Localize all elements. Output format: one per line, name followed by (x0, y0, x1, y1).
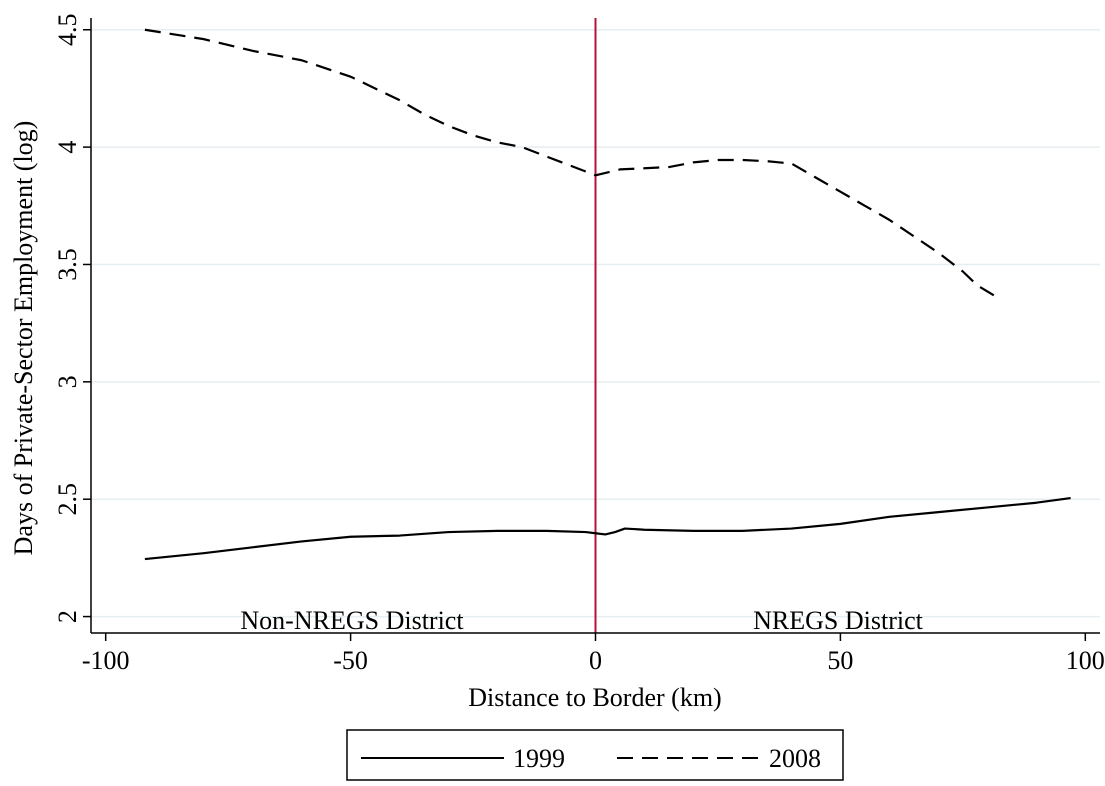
region-labels: Non-NREGS District NREGS District (240, 606, 923, 635)
y-tick-label: 4 (53, 141, 82, 154)
x-axis-label: Distance to Border (km) (468, 683, 721, 712)
y-tick-label: 3.5 (53, 248, 82, 281)
y-tick-label: 4.5 (53, 13, 82, 46)
x-tick-label: -50 (333, 646, 368, 675)
y-tick-label: 2.5 (53, 483, 82, 515)
x-tick-label: -100 (82, 646, 130, 675)
y-axis-label: Days of Private-Sector Employment (log) (9, 121, 38, 556)
series-line-2008 (145, 30, 997, 298)
axes: 2 2.5 3 3.5 4 4.5 -100 -50 0 50 100 (53, 13, 1105, 675)
series-line-1999 (145, 498, 1071, 559)
y-tick-label: 2 (53, 610, 82, 623)
region-label-left: Non-NREGS District (240, 606, 464, 635)
legend: 1999 2008 (347, 730, 843, 780)
legend-label-1999: 1999 (513, 744, 565, 773)
x-tick-label: 50 (827, 646, 853, 675)
x-tick-label: 0 (589, 646, 602, 675)
y-tick-label: 3 (53, 375, 82, 388)
x-tick-label: 100 (1066, 646, 1105, 675)
region-label-right: NREGS District (753, 606, 924, 635)
series-lines (145, 30, 1071, 559)
legend-label-2008: 2008 (769, 744, 821, 773)
